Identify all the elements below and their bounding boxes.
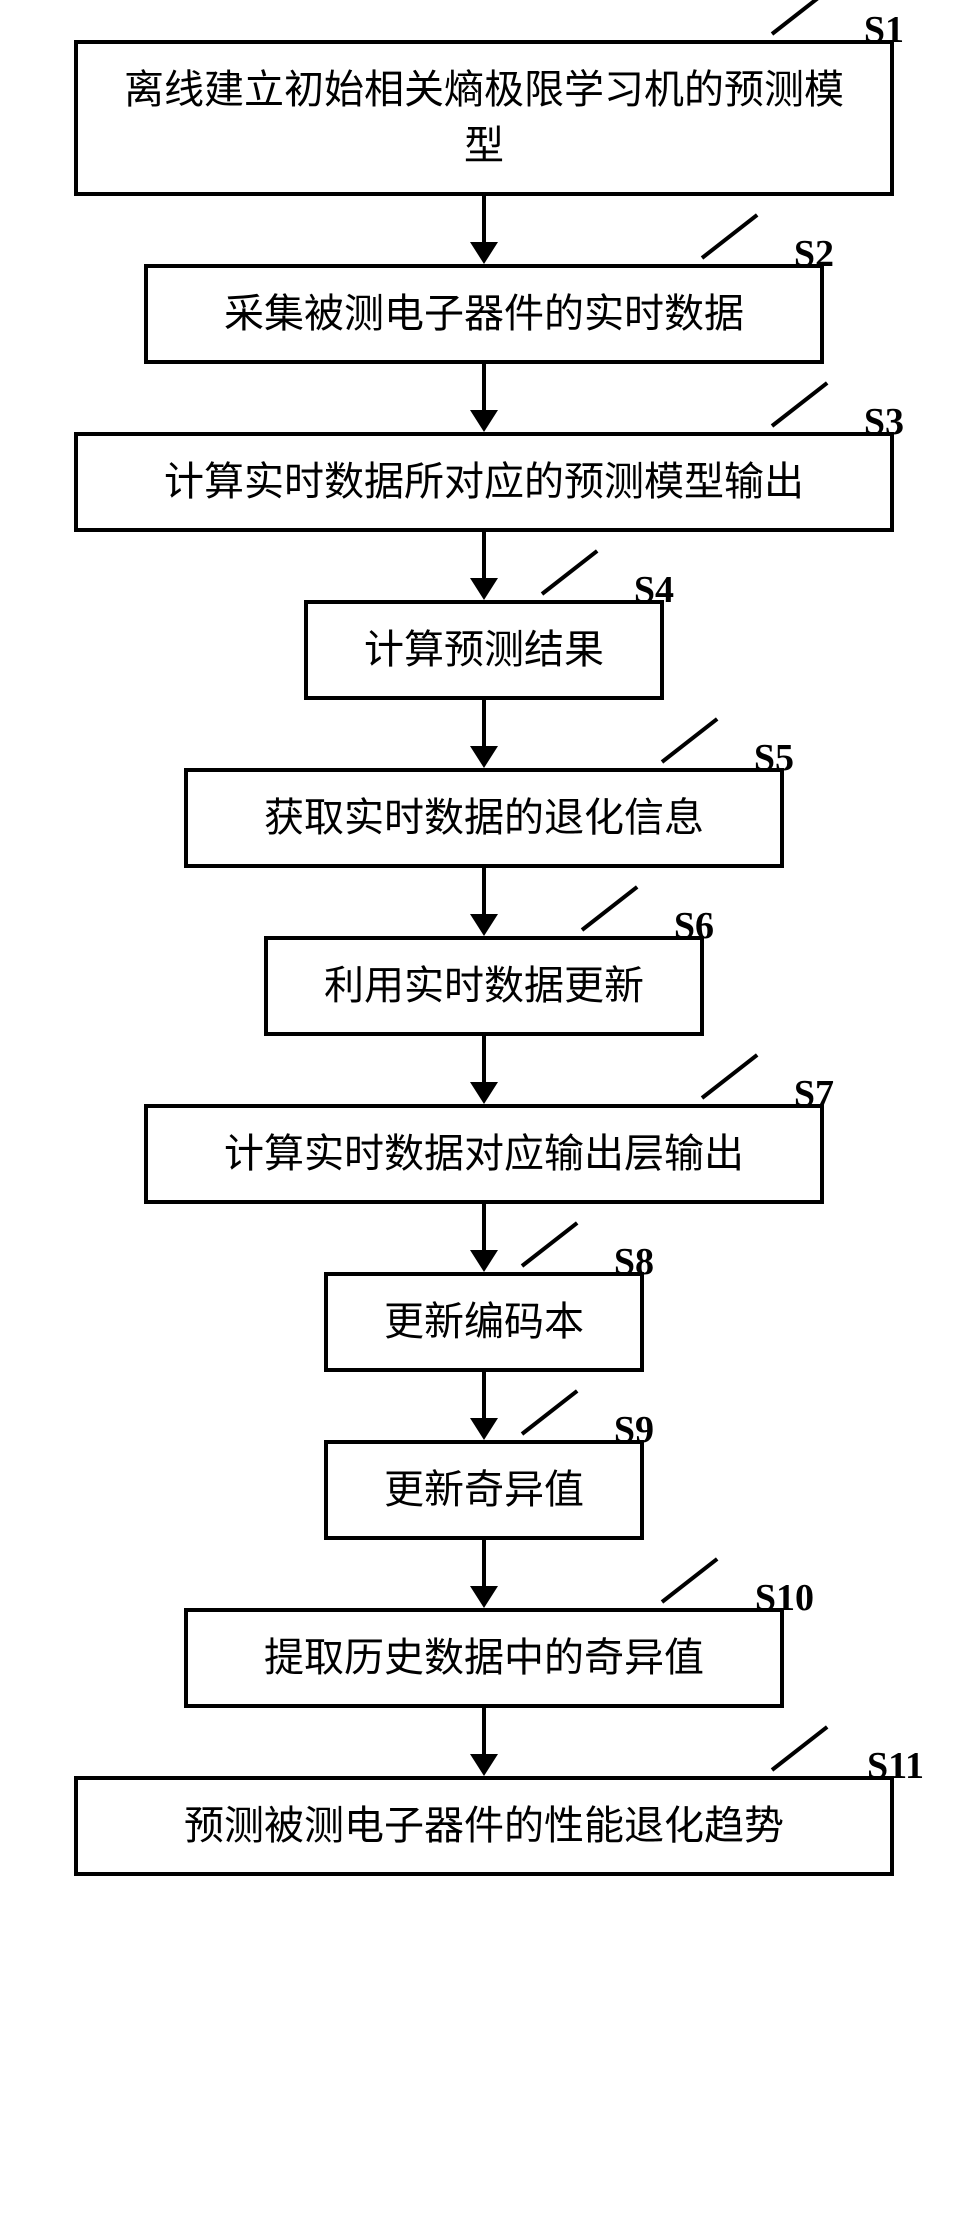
arrow-line <box>482 1372 486 1420</box>
connector-line <box>541 549 599 595</box>
arrow-line <box>482 532 486 580</box>
step-label-s3: S3 <box>864 400 904 444</box>
step-wrapper-10: S10提取历史数据中的奇异值 <box>34 1608 934 1708</box>
arrow-line <box>482 868 486 916</box>
step-label-s6: S6 <box>674 904 714 948</box>
step-wrapper-9: S9更新奇异值 <box>34 1440 934 1540</box>
arrow-head-icon <box>470 1418 498 1440</box>
arrow-head-icon <box>470 1082 498 1104</box>
connector-line <box>771 381 829 427</box>
step-box-s9: 更新奇异值 <box>324 1440 644 1540</box>
connector-line <box>771 0 829 36</box>
flowchart-container: S1离线建立初始相关熵极限学习机的预测模型S2采集被测电子器件的实时数据S3计算… <box>34 40 934 1876</box>
arrow-3 <box>470 532 498 600</box>
step-wrapper-4: S4计算预测结果 <box>34 600 934 700</box>
arrow-head-icon <box>470 1250 498 1272</box>
step-box-s4: 计算预测结果 <box>304 600 664 700</box>
arrow-9 <box>470 1540 498 1608</box>
connector-line <box>521 1221 579 1267</box>
step-box-s11: 预测被测电子器件的性能退化趋势 <box>74 1776 894 1876</box>
connector-line <box>701 213 759 259</box>
arrow-head-icon <box>470 914 498 936</box>
step-wrapper-8: S8更新编码本 <box>34 1272 934 1372</box>
step-label-s2: S2 <box>794 232 834 276</box>
arrow-1 <box>470 196 498 264</box>
step-box-s8: 更新编码本 <box>324 1272 644 1372</box>
arrow-line <box>482 1540 486 1588</box>
arrow-head-icon <box>470 410 498 432</box>
connector-line <box>661 717 719 763</box>
arrow-head-icon <box>470 1586 498 1608</box>
arrow-10 <box>470 1708 498 1776</box>
connector-line <box>661 1557 719 1603</box>
step-wrapper-3: S3计算实时数据所对应的预测模型输出 <box>34 432 934 532</box>
step-wrapper-1: S1离线建立初始相关熵极限学习机的预测模型 <box>34 40 934 196</box>
arrow-line <box>482 1036 486 1084</box>
step-label-s8: S8 <box>614 1240 654 1284</box>
step-wrapper-2: S2采集被测电子器件的实时数据 <box>34 264 934 364</box>
step-box-s3: 计算实时数据所对应的预测模型输出 <box>74 432 894 532</box>
connector-line <box>771 1725 829 1771</box>
arrow-head-icon <box>470 578 498 600</box>
connector-line <box>701 1053 759 1099</box>
step-box-s5: 获取实时数据的退化信息 <box>184 768 784 868</box>
arrow-4 <box>470 700 498 768</box>
step-wrapper-11: S11预测被测电子器件的性能退化趋势 <box>34 1776 934 1876</box>
step-box-s1: 离线建立初始相关熵极限学习机的预测模型 <box>74 40 894 196</box>
step-label-s7: S7 <box>794 1072 834 1116</box>
step-label-s5: S5 <box>754 736 794 780</box>
arrow-2 <box>470 364 498 432</box>
arrow-line <box>482 1708 486 1756</box>
step-label-s9: S9 <box>614 1408 654 1452</box>
step-label-s10: S10 <box>755 1576 814 1620</box>
step-label-s11: S11 <box>867 1744 924 1788</box>
arrow-line <box>482 700 486 748</box>
arrow-head-icon <box>470 1754 498 1776</box>
arrow-line <box>482 196 486 244</box>
arrow-line <box>482 364 486 412</box>
step-box-s6: 利用实时数据更新 <box>264 936 704 1036</box>
step-box-s10: 提取历史数据中的奇异值 <box>184 1608 784 1708</box>
step-wrapper-7: S7计算实时数据对应输出层输出 <box>34 1104 934 1204</box>
arrow-6 <box>470 1036 498 1104</box>
arrow-8 <box>470 1372 498 1440</box>
step-label-s1: S1 <box>864 8 904 52</box>
step-box-s7: 计算实时数据对应输出层输出 <box>144 1104 824 1204</box>
arrow-head-icon <box>470 746 498 768</box>
connector-line <box>581 885 639 931</box>
arrow-line <box>482 1204 486 1252</box>
arrow-7 <box>470 1204 498 1272</box>
step-box-s2: 采集被测电子器件的实时数据 <box>144 264 824 364</box>
connector-line <box>521 1389 579 1435</box>
step-label-s4: S4 <box>634 568 674 612</box>
step-wrapper-5: S5获取实时数据的退化信息 <box>34 768 934 868</box>
arrow-5 <box>470 868 498 936</box>
arrow-head-icon <box>470 242 498 264</box>
step-wrapper-6: S6利用实时数据更新 <box>34 936 934 1036</box>
